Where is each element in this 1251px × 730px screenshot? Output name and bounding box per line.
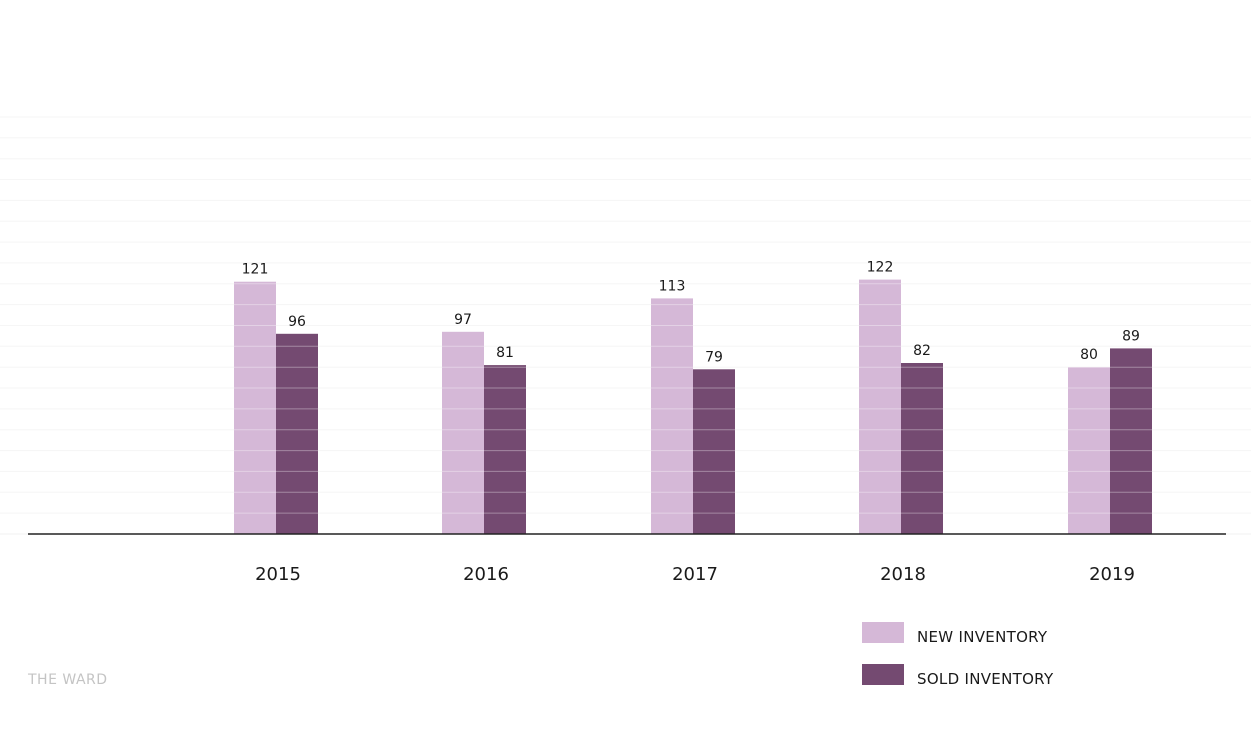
bar-sold-inventory-2018 (901, 363, 943, 534)
value-label-sold-inventory-2015: 96 (288, 314, 306, 330)
value-label-new-inventory-2016: 97 (454, 312, 472, 328)
value-labels: 121 96 97 81 113 79 122 82 80 89 (242, 260, 1140, 366)
bar-new-inventory-2017 (651, 298, 693, 534)
category-label-2016: 2016 (463, 564, 509, 585)
category-label-2019: 2019 (1089, 564, 1135, 585)
category-label-2017: 2017 (672, 564, 718, 585)
bar-new-inventory-2015 (234, 281, 276, 534)
value-label-sold-inventory-2019: 89 (1122, 328, 1140, 344)
bar-new-inventory-2016 (442, 331, 484, 534)
category-label-2018: 2018 (880, 564, 926, 585)
gridlines (0, 116, 1251, 535)
value-label-new-inventory-2015: 121 (242, 262, 269, 278)
category-label-2015: 2015 (255, 564, 301, 585)
legend-label-new-inventory: NEW INVENTORY (917, 628, 1048, 646)
bar-new-inventory-2019 (1068, 367, 1110, 534)
category-labels: 2015 2016 2017 2018 2019 (255, 564, 1135, 585)
bar-sold-inventory-2015 (276, 333, 318, 534)
bar-sold-inventory-2019 (1110, 348, 1152, 534)
bar-sold-inventory-2017 (693, 369, 735, 534)
value-label-sold-inventory-2017: 79 (705, 349, 723, 365)
legend: NEW INVENTORY SOLD INVENTORY (862, 622, 1054, 688)
legend-swatch-sold-inventory (862, 664, 904, 685)
value-label-sold-inventory-2016: 81 (496, 345, 514, 361)
bar-new-inventory-2018 (859, 279, 901, 534)
value-label-new-inventory-2017: 113 (659, 278, 686, 294)
value-label-new-inventory-2018: 122 (867, 260, 894, 276)
value-label-new-inventory-2019: 80 (1080, 347, 1098, 363)
bars (0, 116, 1251, 534)
value-label-sold-inventory-2018: 82 (913, 343, 931, 359)
bar-sold-inventory-2016 (484, 365, 526, 534)
legend-swatch-new-inventory (862, 622, 904, 643)
legend-label-sold-inventory: SOLD INVENTORY (917, 670, 1054, 688)
watermark-brand: THE WARD (27, 672, 108, 688)
